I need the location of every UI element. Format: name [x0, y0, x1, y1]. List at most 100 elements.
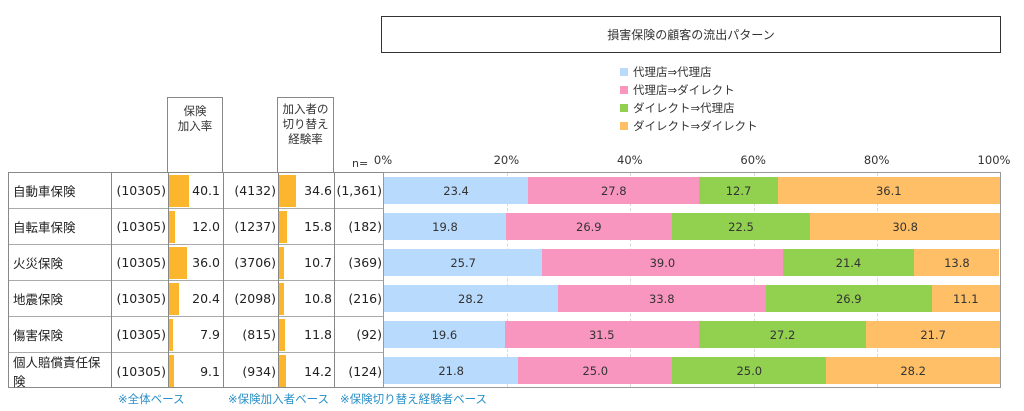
n-all: (10305) [116, 219, 166, 234]
data-table: 自動車保険 (10305) 40.1 (4132) 34.6 (1,361) 自転車保険 (1… [8, 172, 384, 389]
switch-rate-bar [279, 319, 285, 351]
bar-segment: 21.4 [782, 249, 915, 276]
table-row: 個人賠償責任保険 (10305) 9.1 (934) 14.2 (124) [9, 353, 383, 389]
data-label: 39.0 [649, 255, 676, 270]
n-all: (10305) [116, 183, 166, 198]
bar-segment: 19.6 [384, 321, 505, 348]
x-tick-label: 0% [373, 153, 393, 167]
n-switch: (182) [348, 219, 382, 234]
data-label: 21.8 [438, 363, 464, 378]
data-label: 26.9 [835, 291, 862, 306]
bar-segment: 27.2 [698, 321, 867, 348]
legend-item: 代理店⇒代理店 [620, 63, 758, 81]
join-rate-bar [169, 211, 175, 243]
data-label: 33.8 [649, 291, 675, 306]
gridline [753, 173, 755, 387]
legend-swatch [620, 86, 628, 94]
switch-rate-bar [279, 247, 285, 279]
join-rate-bar [169, 283, 180, 315]
bar-segment: 12.7 [699, 177, 778, 204]
switch-rate-bar [279, 175, 297, 207]
join-rate-bar [169, 247, 187, 279]
data-label: 26.9 [576, 219, 602, 234]
row-label: 自動車保険 [13, 184, 76, 199]
join-rate: 20.4 [192, 291, 220, 306]
switch-rate: 10.8 [304, 291, 332, 306]
data-label: 27.8 [600, 183, 627, 198]
n-label: n= [352, 157, 369, 170]
table-row: 地震保険 (10305) 20.4 (2098) 10.8 (216) [9, 281, 383, 317]
data-label: 30.8 [892, 219, 918, 234]
n-joined: (3706) [234, 255, 276, 270]
data-label: 19.8 [432, 219, 458, 234]
data-label: 11.1 [952, 291, 979, 306]
x-tick-label: 20% [493, 153, 520, 167]
switch-rate: 14.2 [304, 363, 332, 379]
join-rate: 7.9 [200, 327, 220, 342]
bar-segment: 28.2 [384, 285, 558, 312]
switch-rate: 10.7 [304, 255, 332, 270]
chart-title: 損害保険の顧客の流出パターン [381, 16, 1001, 53]
x-tick-label: 40% [617, 153, 643, 167]
legend-swatch [620, 122, 628, 130]
bar-segment: 11.1 [931, 285, 1000, 312]
table-row: 傷害保険 (10305) 7.9 (815) 11.8 (92) [9, 317, 383, 353]
x-tick-label: 60% [740, 153, 766, 167]
join-rate: 12.0 [192, 219, 220, 234]
bar-segment: 22.5 [671, 213, 811, 240]
data-label: 21.4 [835, 255, 862, 270]
table-row: 火災保険 (10305) 36.0 (3706) 10.7 (369) [9, 245, 383, 281]
data-label: 23.4 [443, 183, 469, 198]
switch-rate: 34.6 [304, 183, 332, 198]
join-rate-bar [169, 319, 173, 351]
gridline [630, 173, 632, 387]
data-label: 28.2 [900, 363, 926, 378]
join-rate: 9.1 [200, 363, 220, 379]
n-switch: (369) [348, 255, 382, 270]
row-label: 傷害保険 [13, 328, 64, 343]
data-label: 12.7 [725, 183, 752, 198]
data-label: 31.5 [588, 327, 615, 342]
switch-rate: 15.8 [304, 219, 332, 234]
n-joined: (934) [242, 363, 276, 379]
table-row: 自動車保険 (10305) 40.1 (4132) 34.6 (1,361) [9, 173, 383, 209]
data-label: 25.0 [736, 363, 763, 378]
bar-segment: 39.0 [542, 249, 783, 276]
n-joined: (1237) [234, 219, 276, 234]
n-switch: (1,361) [336, 183, 382, 198]
column-divider [278, 173, 279, 387]
data-label: 27.2 [769, 327, 796, 342]
legend-item: ダイレクト⇒代理店 [620, 99, 758, 117]
data-label: 13.8 [944, 255, 970, 270]
bar-segment: 33.8 [557, 285, 766, 312]
legend-swatch [620, 104, 628, 112]
gridline [507, 173, 509, 387]
n-switch: (124) [348, 363, 382, 379]
table-row: 自転車保険 (10305) 12.0 (1237) 15.8 (182) [9, 209, 383, 245]
n-joined: (4132) [234, 183, 276, 198]
gridline [876, 173, 878, 387]
legend-label: 代理店⇒ダイレクト [633, 83, 735, 97]
bar-segment: 13.8 [914, 249, 1000, 276]
bar-segment: 31.5 [504, 321, 699, 348]
bar-segment: 26.9 [765, 285, 932, 312]
n-joined: (815) [242, 327, 276, 342]
bar-segment: 30.8 [810, 213, 1000, 240]
x-tick-label: 80% [863, 153, 890, 167]
data-label: 25.7 [450, 255, 476, 270]
legend-item: ダイレクト⇒ダイレクト [620, 117, 758, 135]
bar-segment: 21.7 [866, 321, 1000, 348]
row-label: 個人賠償責任保険 [13, 355, 101, 389]
row-label: 地震保険 [13, 292, 64, 307]
row-label: 自転車保険 [13, 220, 76, 235]
n-all: (10305) [116, 363, 166, 379]
bar-segment: 25.0 [672, 357, 827, 384]
column-divider [334, 173, 335, 387]
legend-item: 代理店⇒ダイレクト [620, 81, 758, 99]
legend-label: ダイレクト⇒ダイレクト [633, 119, 758, 133]
column-divider [168, 173, 169, 387]
header-join-rate: 保険 加入率 [167, 97, 223, 172]
data-label: 36.1 [875, 183, 902, 198]
bar-segment: 25.7 [384, 249, 543, 276]
legend-label: ダイレクト⇒代理店 [633, 101, 735, 115]
